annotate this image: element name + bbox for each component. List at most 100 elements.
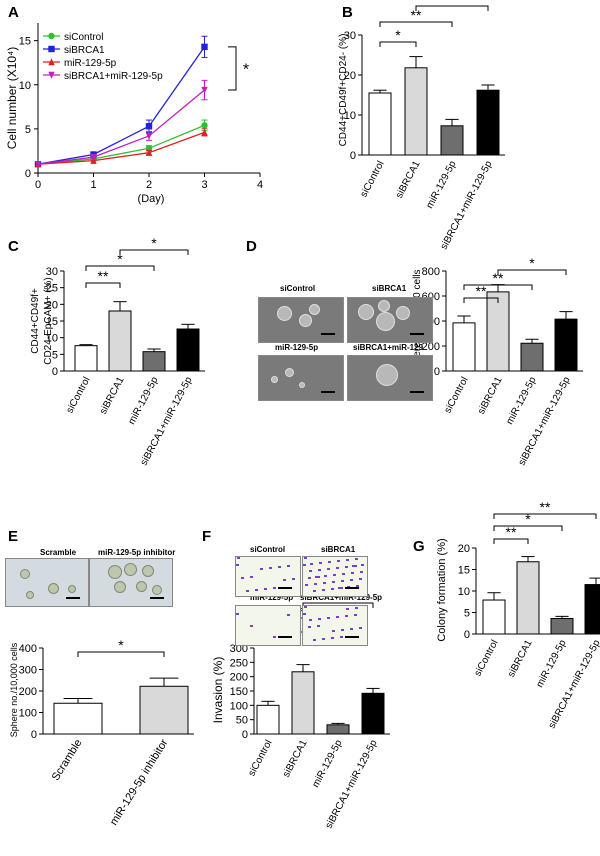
panel-F-ytick-label: 100 bbox=[230, 700, 248, 712]
invading-cell bbox=[273, 587, 276, 589]
panel-E-bar-0 bbox=[53, 702, 103, 735]
panel-G-category-label: siBRCA1 bbox=[506, 638, 535, 679]
panel-G-ylabel: Colony formation (%) bbox=[436, 538, 448, 641]
invading-cell bbox=[360, 571, 363, 573]
invading-cell bbox=[304, 606, 307, 608]
panel-A-legend-label-0: siControl bbox=[64, 32, 103, 43]
panel-D-significance-bracket bbox=[463, 297, 499, 303]
panel-C-ylabel-line: CD24-EpCAM+ (%) bbox=[43, 277, 54, 365]
micrograph-D-1 bbox=[347, 297, 433, 343]
invading-cell bbox=[283, 579, 286, 581]
panel-B-ytick-label: 10 bbox=[344, 110, 356, 122]
invading-cell bbox=[309, 619, 312, 621]
panel-F-bar-3 bbox=[361, 692, 385, 735]
panel-D-ytick-label: 800 bbox=[422, 266, 440, 278]
panel-F-ytick-label: 200 bbox=[230, 672, 248, 684]
sphere-colony bbox=[376, 364, 398, 386]
panel-C-ytick-label: 15 bbox=[46, 316, 58, 328]
panel-A-point-3 bbox=[201, 86, 208, 94]
panel-E-category-label: Scramble bbox=[50, 737, 85, 783]
panel-C-significance-label: * bbox=[151, 235, 157, 251]
invading-cell bbox=[333, 574, 336, 576]
invading-cell bbox=[328, 561, 331, 563]
invading-cell bbox=[314, 583, 317, 585]
sphere-colony bbox=[152, 585, 162, 595]
invading-cell bbox=[351, 572, 354, 574]
panel-B-category-label: siBRCA1 bbox=[394, 159, 423, 200]
panel-G-ytick-label: 20 bbox=[458, 543, 470, 555]
micrograph-label: siBRCA1+miR-129-5p bbox=[300, 593, 383, 602]
sphere-colony bbox=[277, 306, 292, 321]
panel-C-bar-3 bbox=[176, 328, 200, 372]
invading-cell bbox=[273, 636, 276, 638]
invading-cell bbox=[336, 616, 339, 618]
micrograph-F-2 bbox=[235, 605, 301, 646]
panel-C-bar-2 bbox=[142, 351, 166, 372]
micrograph-F-3 bbox=[302, 605, 368, 646]
panel-A-point-3 bbox=[90, 153, 97, 161]
invading-cell bbox=[355, 558, 358, 560]
micrograph-D-2 bbox=[258, 355, 344, 401]
panel-F-category-label: siControl bbox=[246, 738, 274, 778]
panel-C-significance-label: ** bbox=[98, 268, 109, 284]
invading-cell bbox=[278, 566, 281, 568]
panel-D-ytick-label: 0 bbox=[434, 366, 440, 378]
panel-A-ytick-label: 5 bbox=[25, 124, 31, 136]
panel-F-ytick-label: 50 bbox=[236, 715, 248, 727]
panel-F-bar-0 bbox=[256, 704, 280, 735]
panel-G-significance-bracket bbox=[493, 525, 563, 531]
sphere-colony bbox=[378, 300, 390, 312]
panel-A-point-0 bbox=[145, 145, 153, 152]
panel-C-ytick-label: 0 bbox=[52, 366, 58, 378]
sphere-colony bbox=[358, 304, 374, 320]
panel-D-significance-label: ** bbox=[493, 270, 504, 286]
invading-cell bbox=[354, 565, 357, 567]
panel-E-category-label: miR-129-5p inhibitor bbox=[108, 737, 171, 828]
invading-cell bbox=[318, 569, 321, 571]
scale-bar bbox=[321, 391, 335, 393]
micrograph-F-0 bbox=[235, 556, 301, 597]
invading-cell bbox=[361, 564, 364, 566]
invading-cell bbox=[346, 559, 349, 561]
panel-F-bar-2 bbox=[326, 724, 350, 735]
panel-G-ytick-label: 10 bbox=[458, 586, 470, 598]
invading-cell bbox=[355, 607, 358, 609]
panel-A-xlabel: (Day) bbox=[138, 193, 165, 205]
sphere-colony bbox=[48, 583, 59, 594]
scale-bar bbox=[410, 391, 424, 393]
panel-G-ytick-label: 0 bbox=[464, 629, 470, 641]
invading-cell bbox=[322, 589, 325, 591]
panel-A-point-2 bbox=[201, 128, 208, 136]
sphere-colony bbox=[285, 368, 294, 377]
panel-D-bar-2 bbox=[520, 342, 544, 372]
panel-B-bar-2 bbox=[440, 125, 464, 156]
panel-A-legend-label-1: siBRCA1 bbox=[64, 45, 105, 56]
panel-B-ytick-label: 30 bbox=[344, 30, 356, 42]
invading-cell bbox=[340, 636, 343, 638]
panel-C-bar-1 bbox=[108, 310, 132, 372]
invading-cell bbox=[342, 573, 345, 575]
panel-A-xtick-label: 3 bbox=[201, 179, 207, 191]
sphere-colony bbox=[20, 569, 30, 579]
panel-F-ytick-label: 300 bbox=[230, 643, 248, 655]
panel-E-significance-label: * bbox=[118, 637, 124, 653]
panel-A-point-1 bbox=[145, 123, 153, 130]
micrograph-D-3 bbox=[347, 355, 433, 401]
panel-G-significance-label: ** bbox=[540, 499, 551, 515]
panel-D-category-label: siBRCA1 bbox=[476, 375, 505, 416]
panel-A-xtick-label: 4 bbox=[257, 179, 263, 191]
invading-cell bbox=[341, 580, 344, 582]
invading-cell bbox=[236, 613, 239, 615]
panel-letter-F: F bbox=[202, 528, 211, 545]
invading-cell bbox=[250, 576, 253, 578]
panel-C-category-label: miR-129-5p bbox=[126, 375, 160, 427]
panel-G-bar-0 bbox=[482, 599, 506, 635]
panel-B-significance-bracket bbox=[415, 5, 489, 11]
panel-E-ytick-label: 200 bbox=[19, 686, 37, 698]
invading-cell bbox=[337, 560, 340, 562]
panel-C-category-label: siControl bbox=[64, 375, 92, 415]
panel-C-significance-label: * bbox=[117, 251, 123, 267]
panel-G-significance-label: * bbox=[525, 511, 531, 527]
panel-G-bar-2 bbox=[550, 618, 574, 635]
panel-letter-C: C bbox=[8, 238, 19, 255]
